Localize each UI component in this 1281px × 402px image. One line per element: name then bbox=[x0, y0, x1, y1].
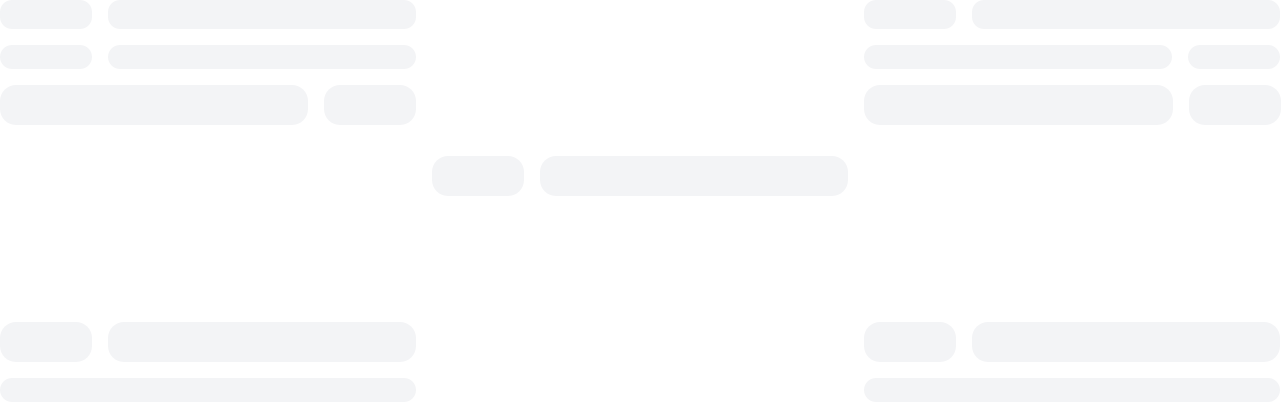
skeleton-label-bar bbox=[864, 0, 956, 29]
skeleton-text-bar bbox=[0, 378, 416, 402]
skeleton-input-bar bbox=[0, 85, 308, 125]
skeleton-button-bar bbox=[864, 322, 956, 362]
skeleton-label-bar bbox=[0, 0, 92, 29]
skeleton-button-bar bbox=[0, 322, 92, 362]
skeleton-input-bar bbox=[540, 156, 848, 196]
skeleton-label-bar bbox=[1188, 45, 1280, 69]
skeleton-button-bar bbox=[1189, 85, 1281, 125]
skeleton-input-bar bbox=[108, 322, 416, 362]
skeleton-button-bar bbox=[432, 156, 524, 196]
skeleton-text-bar bbox=[864, 378, 1280, 402]
skeleton-input-bar bbox=[864, 85, 1173, 125]
skeleton-value-bar bbox=[972, 0, 1280, 29]
skeleton-value-bar bbox=[108, 0, 416, 29]
skeleton-value-bar bbox=[108, 45, 416, 69]
skeleton-value-bar bbox=[864, 45, 1172, 69]
skeleton-button-bar bbox=[324, 85, 416, 125]
skeleton-input-bar bbox=[972, 322, 1280, 362]
skeleton-label-bar bbox=[0, 45, 92, 69]
